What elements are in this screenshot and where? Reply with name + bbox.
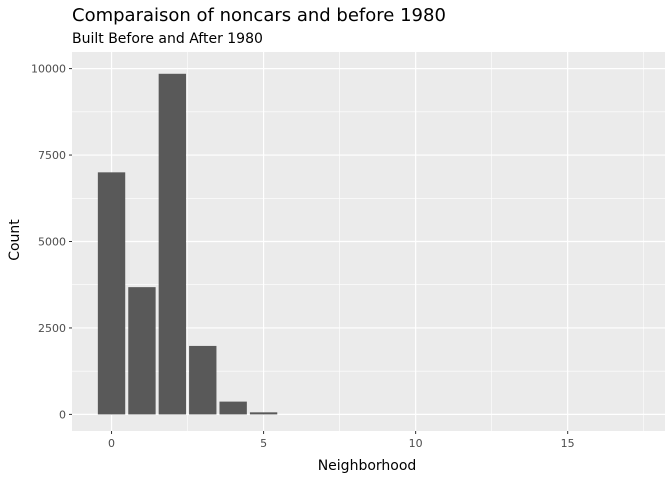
chart-subtitle: Built Before and After 1980: [72, 31, 263, 47]
bar: [189, 345, 217, 415]
y-tick-label: 10000: [31, 63, 66, 76]
bar: [97, 172, 126, 415]
y-tick-label: 7500: [38, 149, 66, 162]
x-axis: 0 5 10 15: [108, 431, 575, 450]
bar: [128, 287, 156, 415]
y-tick-label: 0: [59, 408, 66, 421]
y-tick-label: 5000: [38, 236, 66, 249]
bar: [219, 401, 247, 415]
x-tick-label: 0: [108, 437, 115, 450]
x-tick-label: 15: [561, 437, 575, 450]
bars: [97, 73, 278, 415]
y-axis: 0 2500 5000 7500 10000: [31, 63, 72, 421]
x-axis-title: Neighborhood: [318, 458, 417, 474]
chart-title: Comparaison of noncars and before 1980: [72, 5, 446, 26]
x-tick-label: 10: [409, 437, 423, 450]
y-tick-label: 2500: [38, 322, 66, 335]
bar: [249, 412, 278, 415]
y-axis-title: Count: [7, 219, 23, 261]
x-tick-label: 5: [260, 437, 267, 450]
bar: [158, 73, 187, 415]
